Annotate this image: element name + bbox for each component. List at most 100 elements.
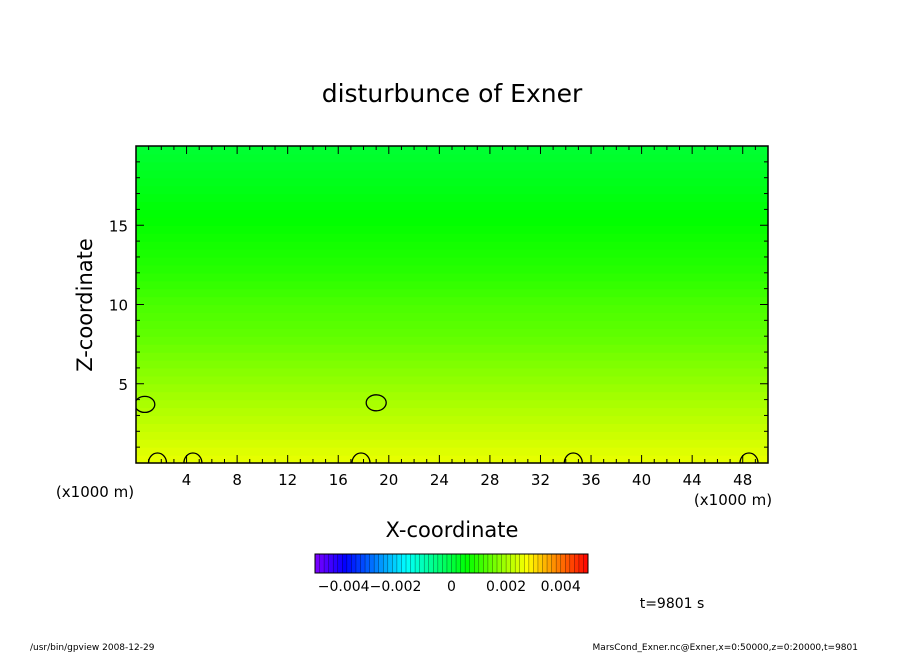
field-band bbox=[136, 272, 768, 282]
colorbar-segment bbox=[315, 554, 320, 573]
colorbar-segment bbox=[578, 554, 584, 573]
x-axis-label: X-coordinate bbox=[386, 518, 519, 542]
colorbar-segment bbox=[374, 554, 380, 573]
colorbar-segment bbox=[346, 554, 352, 573]
field-band bbox=[136, 146, 768, 155]
colorbar-segment bbox=[451, 554, 457, 573]
colorbar-segment bbox=[537, 554, 543, 573]
colorbar-segment bbox=[487, 554, 493, 573]
x-tick-label: 32 bbox=[531, 471, 550, 489]
y-tick-label: 5 bbox=[118, 376, 128, 394]
x-unit-left: (x1000 m) bbox=[56, 483, 134, 501]
colorbar-segment bbox=[510, 554, 516, 573]
field-band bbox=[136, 201, 768, 210]
colorbar-segment bbox=[437, 554, 443, 573]
colorbar-segment bbox=[337, 554, 343, 573]
colorbar-segment bbox=[415, 554, 421, 573]
field-band bbox=[136, 391, 768, 401]
field-band bbox=[136, 217, 768, 226]
field-band bbox=[136, 431, 768, 440]
field-band bbox=[136, 359, 768, 369]
colorbar-segment bbox=[478, 554, 484, 573]
colorbar-segment bbox=[483, 554, 489, 573]
colorbar-segment bbox=[460, 554, 466, 573]
field-band bbox=[136, 209, 768, 218]
field-band bbox=[136, 161, 768, 171]
colorbar-segment bbox=[528, 554, 534, 573]
field-band bbox=[136, 296, 768, 306]
field-band bbox=[136, 225, 768, 234]
colorbar-segment bbox=[419, 554, 425, 573]
footer-right: MarsCond_Exner.nc@Exner,x=0:50000,z=0:20… bbox=[593, 643, 858, 653]
colorbar-segment bbox=[574, 554, 580, 573]
colorbar-segment bbox=[333, 554, 339, 573]
x-tick-label: 40 bbox=[632, 471, 651, 489]
colorbar-segment bbox=[501, 554, 507, 573]
field-band bbox=[136, 153, 768, 163]
colorbar-segment bbox=[469, 554, 475, 573]
colorbar-segment bbox=[556, 554, 562, 573]
colorbar-segment bbox=[424, 554, 430, 573]
field-band bbox=[136, 288, 768, 298]
contour-loop bbox=[563, 452, 583, 463]
colorbar-segment bbox=[406, 554, 411, 573]
field-band bbox=[136, 264, 768, 274]
contour-loop bbox=[365, 394, 387, 412]
chart-title: disturbunce of Exner bbox=[322, 79, 583, 108]
field-band bbox=[136, 415, 768, 424]
colorbar-segment bbox=[396, 554, 402, 573]
x-tick-label: 4 bbox=[182, 471, 192, 489]
plot-field bbox=[136, 146, 768, 464]
colorbar-tick-label: 0 bbox=[447, 579, 456, 595]
colorbar-frame bbox=[314, 553, 589, 574]
field-band bbox=[136, 249, 768, 258]
colorbar-segment bbox=[378, 554, 384, 573]
x-tick-label: 28 bbox=[480, 471, 499, 489]
contour-loop bbox=[183, 452, 203, 463]
colorbar bbox=[314, 553, 589, 574]
colorbar-segment bbox=[506, 554, 512, 573]
colorbar-segment bbox=[428, 554, 434, 573]
field-band bbox=[136, 312, 768, 321]
colorbar-segment bbox=[392, 554, 398, 573]
x-tick-label: 16 bbox=[329, 471, 348, 489]
x-tick-label: 12 bbox=[278, 471, 297, 489]
colorbar-segment bbox=[319, 554, 325, 573]
field-band bbox=[136, 256, 768, 266]
time-label: t=9801 s bbox=[640, 596, 705, 612]
field-band bbox=[136, 177, 768, 187]
contour-loop bbox=[351, 452, 371, 463]
x-unit-right: (x1000 m) bbox=[694, 491, 772, 509]
colorbar-segment bbox=[492, 554, 498, 573]
field-band bbox=[136, 320, 768, 329]
colorbar-segment bbox=[465, 554, 471, 573]
field-band bbox=[136, 169, 768, 179]
field-band bbox=[136, 423, 768, 432]
colorbar-segment bbox=[442, 554, 448, 573]
x-axis: 4 8 12 16 20 24 28 32 36 40 44 48 bbox=[135, 146, 769, 489]
colorbar-segment bbox=[351, 554, 357, 573]
field-band bbox=[136, 439, 768, 448]
colorbar-segment bbox=[365, 554, 370, 573]
colorbar-segment bbox=[583, 554, 589, 573]
colorbar-segment bbox=[360, 554, 366, 573]
field-band bbox=[136, 447, 768, 456]
contour-loop bbox=[147, 452, 168, 463]
colorbar-segment bbox=[547, 554, 552, 573]
field-band bbox=[136, 193, 768, 203]
contour-lines bbox=[136, 394, 759, 463]
x-tick-label: 48 bbox=[733, 471, 752, 489]
x-tick-label: 24 bbox=[430, 471, 449, 489]
contour-loop bbox=[739, 452, 759, 463]
colorbar-segment bbox=[551, 554, 557, 573]
y-axis-label: Z-coordinate bbox=[73, 238, 97, 372]
field-band bbox=[136, 344, 768, 353]
colorbar-labels: −0.004−0.002 0 0.002 0.004 bbox=[318, 579, 581, 595]
colorbar-segment bbox=[565, 554, 571, 573]
field-band bbox=[136, 304, 768, 314]
contour-loop bbox=[136, 395, 156, 414]
colorbar-segment bbox=[569, 554, 575, 573]
colorbar-segment bbox=[342, 554, 348, 573]
field-band bbox=[136, 241, 768, 250]
